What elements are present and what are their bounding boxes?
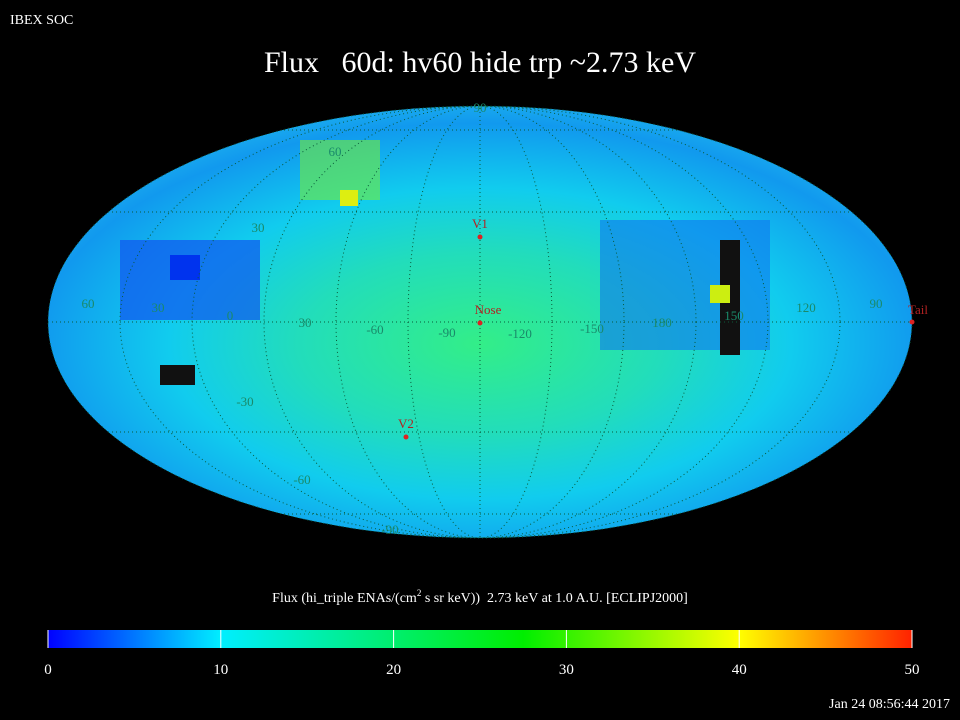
source: IBEX SOC [10,13,73,28]
colorbar [48,630,912,648]
marker-label: Nose [475,302,502,317]
marker-dot [909,319,915,325]
longitude-label: -60 [366,322,383,337]
longitude-label: 60 [82,296,95,311]
colorbar-tick-label: 40 [732,662,747,678]
latitude-label: -60 [293,472,310,487]
latitude-label: 60 [329,144,342,159]
colorbar-tick-label: 0 [44,662,52,678]
latitude-label: -30 [236,394,253,409]
latitude-label: -90 [381,522,398,537]
longitude-label: -120 [508,326,532,341]
colorbar-tick-label: 20 [386,662,401,678]
longitude-label: 120 [796,300,816,315]
marker-label: Tail [908,302,928,317]
longitude-label: 90 [870,296,883,311]
longitude-label: -90 [438,325,455,340]
latitude-label: 90 [474,100,487,115]
longitude-label: 150 [724,308,744,323]
longitude-label: 180 [652,315,672,330]
colorbar-tick-label: 10 [213,662,228,678]
longitude-label: 30 [152,300,165,315]
latitude-label: 30 [252,220,265,235]
title: Flux 60d: hv60 hide trp ~2.73 keV [264,46,696,79]
colorbar-label: Flux (hi_triple ENAs/(cm2 s sr keV)) 2.7… [272,588,688,606]
marker-dot [477,320,483,326]
colorbar-tick-label: 50 [905,662,920,678]
marker-dot [477,234,483,240]
marker-label: V2 [398,416,414,431]
longitude-label: 30 [299,315,312,330]
longitude-label: -150 [580,321,604,336]
marker-label: V1 [472,216,488,231]
timestamp: Jan 24 08:56:44 2017 [829,697,950,712]
marker-dot [403,434,409,440]
longitude-label: 0 [227,308,234,323]
colorbar-tick-label: 30 [559,662,574,678]
